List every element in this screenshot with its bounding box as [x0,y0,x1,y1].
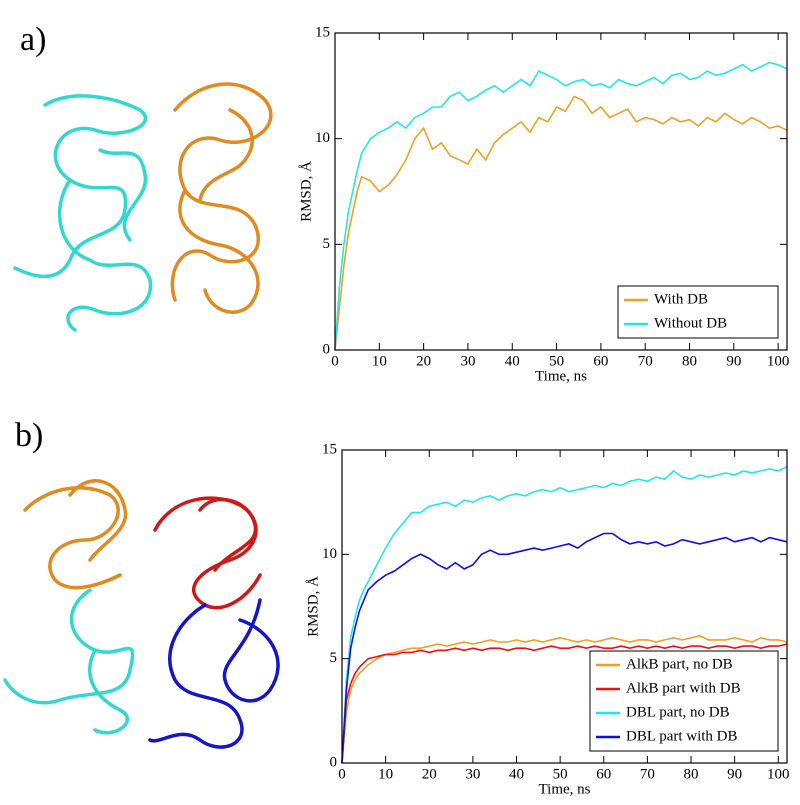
series-line [341,634,788,764]
series-line [341,643,788,764]
x-tick-label: 50 [549,353,564,369]
x-tick-label: 10 [372,353,387,369]
y-tick-label: 5 [323,236,331,252]
plot-frame [334,32,788,351]
legend-box [617,285,779,339]
legend-label: DBL part, no DB [626,704,730,720]
x-tick-label: 80 [682,353,697,369]
series-line [334,95,788,351]
legend-label: DBL part with DB [626,728,738,744]
series-line [341,532,788,764]
legend-label: AlkB part, no DB [626,656,733,672]
legend-label: With DB [654,291,708,307]
panel-label: a) [20,21,46,58]
x-tick-label: 60 [596,766,611,782]
x-tick-label: 70 [640,766,655,782]
x-tick-label: 30 [465,766,480,782]
legend-label: AlkB part with DB [626,680,741,696]
protein-blue-b [148,598,280,749]
x-axis-label: Time, ns [535,368,587,384]
panel-label: b) [15,417,43,454]
x-tick-label: 100 [767,766,790,782]
x-tick-label: 20 [422,766,437,782]
protein-cyan-a [13,94,153,332]
x-tick-label: 100 [767,353,790,369]
x-tick-label: 40 [505,353,520,369]
legend-box [589,650,779,752]
x-tick-label: 70 [638,353,653,369]
x-tick-label: 0 [331,353,339,369]
series-line [334,61,788,351]
x-axis-label: Time, ns [539,781,591,797]
y-tick-label: 0 [330,754,338,770]
y-tick-label: 0 [323,341,331,357]
x-tick-label: 80 [684,766,699,782]
x-tick-label: 60 [593,353,608,369]
y-axis-label: RMSD, Å [298,161,314,222]
y-tick-label: 5 [330,650,338,666]
series-line [341,465,788,764]
y-axis-label: RMSD, Å [305,576,321,637]
x-tick-label: 50 [553,766,568,782]
x-tick-label: 20 [416,353,431,369]
legend-label: Without DB [654,315,727,331]
plot-frame [341,449,788,764]
x-tick-label: 40 [509,766,524,782]
y-tick-label: 10 [315,130,330,146]
protein-red-b [153,496,262,610]
y-tick-label: 10 [322,546,337,562]
x-tick-label: 90 [727,766,742,782]
protein-cyan-b [3,588,135,735]
protein-orange-a [170,82,273,314]
x-tick-label: 10 [378,766,393,782]
protein-orange-b [23,479,128,590]
y-tick-label: 15 [315,24,330,40]
x-tick-label: 0 [338,766,346,782]
x-tick-label: 30 [460,353,475,369]
x-tick-label: 90 [726,353,741,369]
y-tick-label: 15 [322,441,337,457]
